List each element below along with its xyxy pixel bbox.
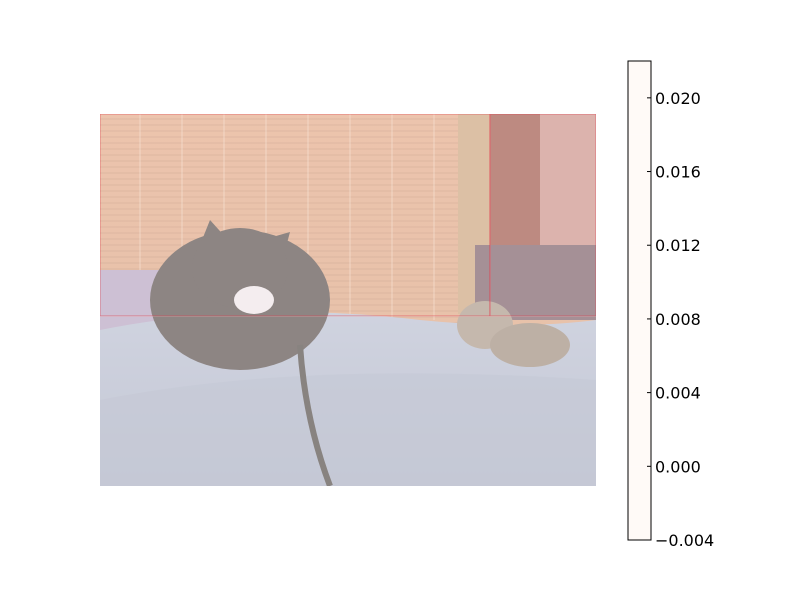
colorbar-tick-label-5: 0.016 (655, 163, 701, 182)
colorbar-band-6 (628, 282, 651, 319)
colorbar-tick-label-0: −0.004 (655, 531, 714, 550)
colorbar-band-4 (628, 355, 651, 393)
colorbar-tick-label-6: 0.020 (655, 89, 701, 108)
colorbar (628, 61, 651, 540)
colorbar-tick-label-1: 0.000 (655, 457, 701, 476)
heatmap-cell-r1-c0 (100, 316, 490, 472)
colorbar-band-7 (628, 245, 651, 283)
colorbar-band-12 (628, 61, 651, 98)
heatmap-cell-r0-c0 (100, 114, 491, 317)
colorbar-band-10 (628, 134, 651, 172)
colorbar-frame (627, 60, 652, 541)
colorbar-band-9 (628, 171, 651, 209)
colorbar-band-8 (628, 208, 651, 246)
colorbar-band-0 (628, 503, 651, 540)
colorbar-band-11 (628, 97, 651, 135)
colorbar-ticks: −0.004 0.000 0.004 0.008 0.012 0.016 0.020 (647, 89, 714, 550)
colorbar-band-2 (628, 429, 651, 467)
heatmap-cell-r1-c1 (490, 316, 596, 472)
colorbar-band-5 (628, 318, 651, 356)
colorbar-band-3 (628, 392, 651, 430)
heatmap-cell-r2-c1 (490, 472, 596, 486)
heatmap-cells (100, 114, 596, 486)
colorbar-tick-label-4: 0.012 (655, 236, 701, 255)
colorbar-tick-label-2: 0.004 (655, 384, 701, 403)
heatmap-cell-r2-c0 (100, 472, 490, 486)
colorbar-band-1 (628, 466, 651, 504)
heatmap-cell-r0-c1 (489, 114, 596, 317)
colorbar-tick-label-3: 0.008 (655, 310, 701, 329)
